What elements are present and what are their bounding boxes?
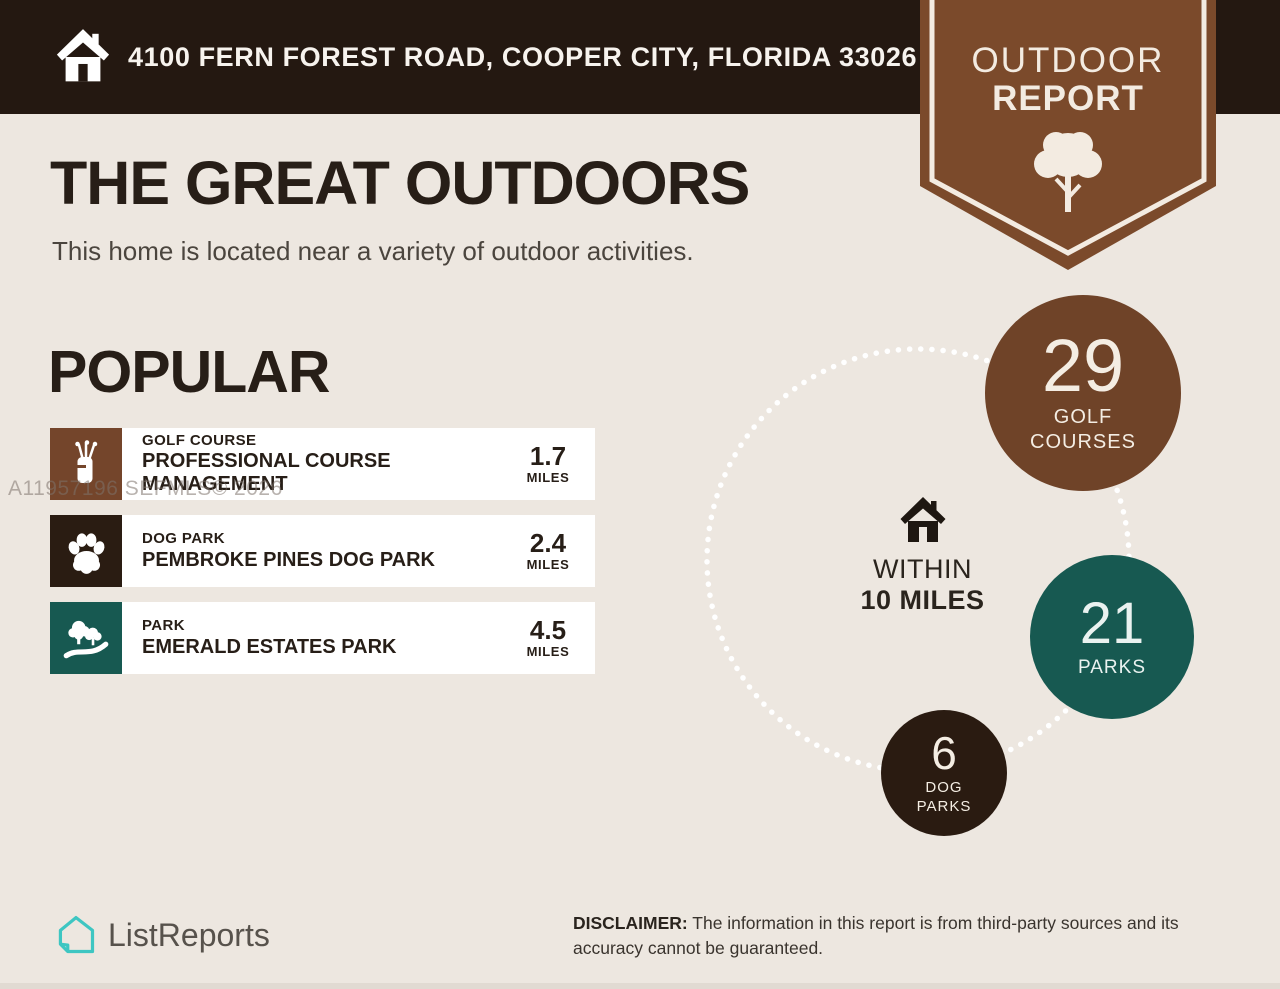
- home-icon: [900, 497, 945, 542]
- distance-value: 1.7: [529, 440, 567, 471]
- badge-title-line2: REPORT: [992, 79, 1144, 118]
- list-item-park: PARK EMERALD ESTATES PARK 4.5 MILES: [50, 602, 595, 674]
- listreports-house-page-icon: [58, 915, 95, 954]
- bubble-label: PARKS: [1077, 656, 1146, 678]
- dog-parks-bubble: 6 DOG PARKS: [881, 710, 1007, 836]
- disclaimer-text: The information in this report is from t…: [573, 913, 1179, 959]
- property-address: 4100 FERN FOREST ROAD, COOPER CITY, FLOR…: [128, 41, 918, 72]
- popular-list: GOLF COURSE PROFESSIONAL COURSE MANAGEME…: [50, 428, 595, 674]
- disclaimer: DISCLAIMER: The information in this repo…: [573, 911, 1241, 962]
- golf-bag-icon: [50, 428, 122, 500]
- radius-center-label: WITHIN 10 MILES: [840, 496, 1005, 616]
- item-category: PARK: [142, 617, 185, 635]
- distance-unit: MILES: [526, 644, 570, 660]
- item-category: GOLF COURSE: [142, 431, 257, 449]
- item-distance: 4.5 MILES: [517, 614, 579, 660]
- bubble-label: GOLF COURSES: [1030, 406, 1136, 454]
- item-category: DOG PARK: [142, 530, 225, 548]
- list-item-golf-course: GOLF COURSE PROFESSIONAL COURSE MANAGEME…: [50, 428, 595, 500]
- home-icon: [56, 29, 110, 82]
- distance-unit: MILES: [526, 557, 570, 573]
- item-distance: 2.4 MILES: [517, 527, 579, 573]
- list-item-card: GOLF COURSE PROFESSIONAL COURSE MANAGEME…: [122, 428, 595, 500]
- item-name: PROFESSIONAL COURSE MANAGEMENT: [142, 450, 391, 496]
- park-trees-icon: [50, 602, 122, 674]
- paw-icon: [50, 515, 122, 587]
- page-subtitle: This home is located near a variety of o…: [52, 236, 694, 266]
- within-label: WITHIN: [873, 554, 972, 584]
- distance-value: 2.4: [529, 527, 567, 558]
- disclaimer-label: DISCLAIMER:: [573, 913, 688, 933]
- golf-courses-bubble: 29 GOLF COURSES: [985, 295, 1181, 491]
- parks-bubble: 21 PARKS: [1030, 555, 1194, 719]
- list-item-card: PARK EMERALD ESTATES PARK 4.5 MILES: [122, 602, 595, 674]
- listreports-logo: ListReports: [54, 913, 270, 957]
- badge-title-line1: OUTDOOR: [972, 41, 1165, 80]
- item-name: EMERALD ESTATES PARK: [142, 635, 397, 658]
- list-item-dog-park: DOG PARK PEMBROKE PINES DOG PARK 2.4 MIL…: [50, 515, 595, 587]
- bubble-label: DOG PARKS: [916, 778, 972, 815]
- bottom-edge: [0, 983, 1280, 989]
- brand-name: ListReports: [108, 916, 270, 953]
- mls-watermark: A11957196 SEFMLS© 2026: [8, 477, 283, 500]
- bubble-value: 29: [1041, 323, 1125, 407]
- distance-value: 4.5: [529, 614, 567, 645]
- item-name: PEMBROKE PINES DOG PARK: [142, 548, 435, 571]
- outdoor-report-badge: OUTDOOR REPORT: [920, 0, 1216, 272]
- distance-unit: MILES: [526, 470, 570, 486]
- list-item-card: DOG PARK PEMBROKE PINES DOG PARK 2.4 MIL…: [122, 515, 595, 587]
- tree-icon: [1034, 132, 1102, 212]
- radius-miles-label: 10 MILES: [860, 585, 985, 615]
- item-distance: 1.7 MILES: [517, 440, 579, 486]
- popular-heading: POPULAR: [48, 339, 330, 405]
- bubble-value: 6: [931, 726, 957, 779]
- bubble-value: 21: [1079, 590, 1145, 656]
- page-title: THE GREAT OUTDOORS: [50, 149, 750, 217]
